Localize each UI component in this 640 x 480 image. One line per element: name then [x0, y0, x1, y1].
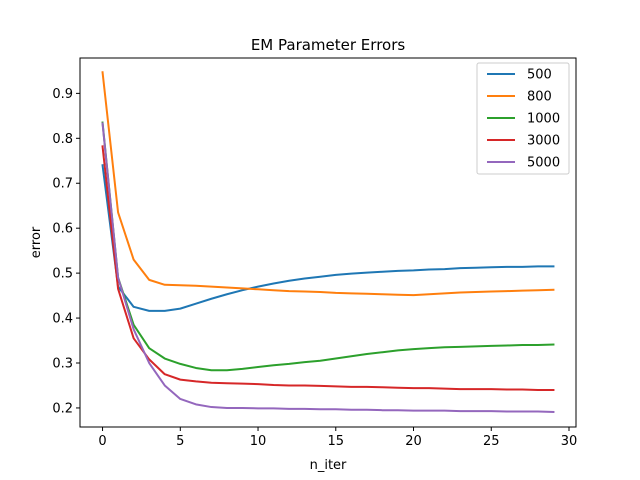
x-tick-label: 0 — [98, 434, 106, 449]
series-line-1000 — [101, 121, 555, 372]
x-tick-label: 15 — [328, 434, 345, 449]
y-tick-label: 0.9 — [52, 87, 73, 102]
y-tick-label: 0.4 — [52, 312, 73, 327]
y-tick-label: 0.3 — [52, 357, 73, 372]
x-tick-label: 5 — [176, 434, 184, 449]
legend-frame — [476, 62, 570, 175]
y-axis-ticks: 0.2 0.3 0.4 0.5 0.6 0.7 0.8 0.9 — [52, 87, 80, 416]
y-tick-label: 0.2 — [52, 401, 73, 416]
x-tick-label: 20 — [405, 434, 422, 449]
series-line-800 — [101, 71, 555, 297]
plot-frame — [79, 57, 577, 428]
chart-title: EM Parameter Errors — [251, 36, 406, 54]
y-axis-label: error — [29, 226, 44, 258]
legend-label-800: 800 — [527, 90, 552, 105]
series-line-500 — [101, 164, 555, 312]
y-tick-label: 0.6 — [52, 222, 73, 237]
x-tick-label: 30 — [561, 434, 578, 449]
y-tick-label: 0.5 — [52, 267, 73, 282]
x-axis-label: n_iter — [310, 458, 347, 473]
series-line-5000 — [101, 122, 555, 414]
x-tick-label: 10 — [250, 434, 267, 449]
series-line-3000 — [101, 145, 555, 391]
legend-label-5000: 5000 — [527, 156, 560, 171]
series-lines — [101, 71, 555, 414]
legend: 500 800 1000 3000 5000 — [476, 62, 570, 175]
y-tick-label: 0.7 — [52, 177, 73, 192]
legend-label-3000: 3000 — [527, 134, 560, 149]
x-axis-ticks: 0 5 10 15 20 25 30 — [98, 427, 577, 449]
legend-label-1000: 1000 — [527, 112, 560, 127]
legend-label-500: 500 — [527, 68, 552, 83]
y-tick-label: 0.8 — [52, 132, 73, 147]
x-tick-label: 25 — [483, 434, 500, 449]
